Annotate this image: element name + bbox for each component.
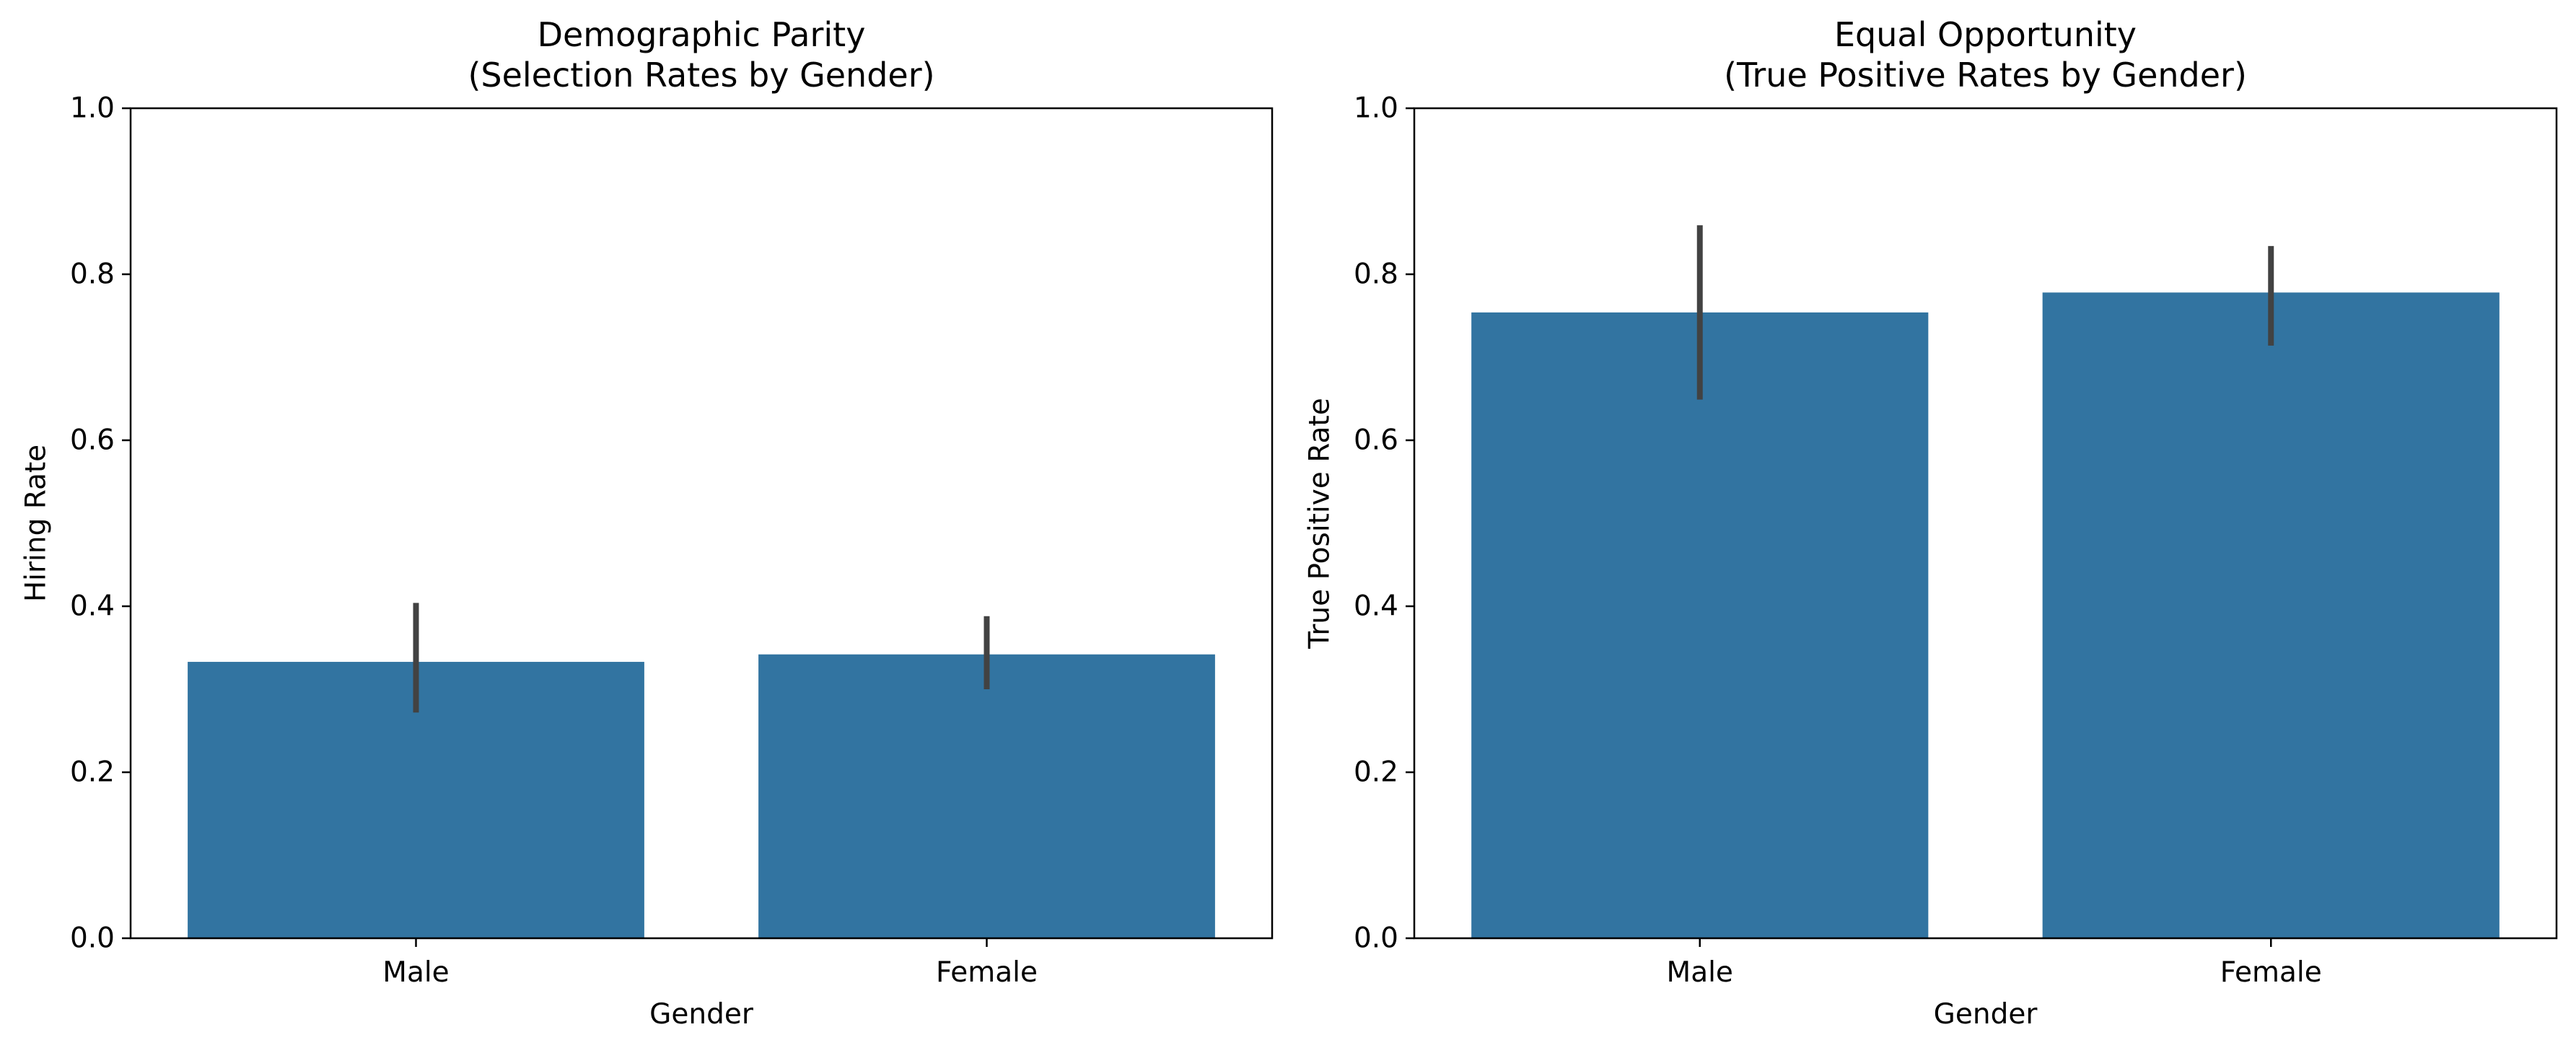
y-tick-label: 0.0 xyxy=(1354,922,1398,955)
axes-frame xyxy=(1413,107,2558,940)
y-axis-label: True Positive Rate xyxy=(1304,398,1336,649)
y-tick-label: 0.4 xyxy=(70,590,115,623)
bar-female xyxy=(2042,292,2500,938)
bar-female xyxy=(758,654,1215,938)
y-tick-label: 0.6 xyxy=(70,424,115,457)
x-tick-label-male: Male xyxy=(382,956,449,989)
y-tick-label: 1.0 xyxy=(1354,92,1398,125)
chart-title: Demographic Parity (Selection Rates by Ge… xyxy=(468,15,934,95)
y-axis-label: Hiring Rate xyxy=(20,445,53,602)
y-tick-label: 0.4 xyxy=(1354,590,1398,623)
x-tick-label-female: Female xyxy=(2220,956,2322,989)
y-tick-label: 0.2 xyxy=(1354,756,1398,789)
y-tick-label: 0.6 xyxy=(1354,424,1398,457)
chart-demographic-parity: 0.0 0.2 0.4 0.6 0.8 1.0 Male Female Gender Hiring… xyxy=(20,15,1274,1031)
y-tick-label: 0.8 xyxy=(70,258,115,291)
x-axis-label: Gender xyxy=(649,998,754,1031)
y-tick-label: 1.0 xyxy=(70,92,115,125)
y-tick-label: 0.2 xyxy=(70,756,115,789)
axes-frame xyxy=(129,107,1274,940)
y-tick-label: 0.0 xyxy=(70,922,115,955)
y-tick-label: 0.8 xyxy=(1354,258,1398,291)
x-tick-label-male: Male xyxy=(1667,956,1733,989)
x-axis-label: Gender xyxy=(1934,998,2038,1031)
x-tick-label-female: Female xyxy=(936,956,1038,989)
bar-male xyxy=(1471,312,1929,938)
chart-equal-opportunity: 0.0 0.2 0.4 0.6 0.8 1.0 Male Female Gender True P… xyxy=(1304,15,2558,1031)
chart-title: Equal Opportunity (True Positive Rates by… xyxy=(1724,15,2247,95)
